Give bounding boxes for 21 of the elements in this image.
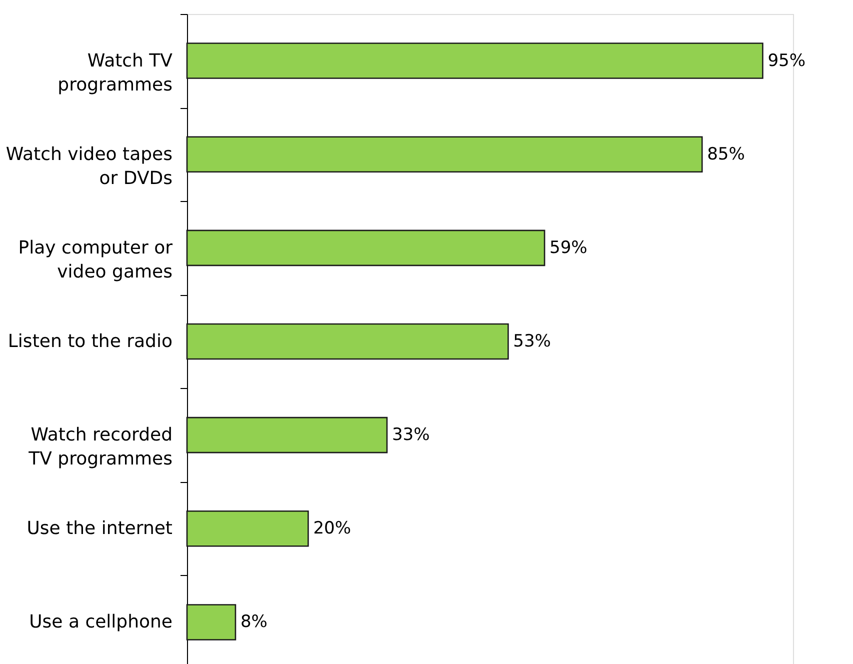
- data-label: 20%: [313, 518, 351, 539]
- y-tick-label: Play computer or video games: [18, 237, 174, 282]
- y-tick-label: Use a cellphone: [29, 612, 172, 633]
- y-tick-label: Watch TV programmes: [58, 50, 174, 96]
- bar: [186, 42, 764, 79]
- bar: [186, 136, 703, 173]
- bar: [186, 510, 309, 547]
- y-tick-label: Watch recorded TV programmes: [28, 424, 172, 470]
- y-tick-label: Watch video tapes or DVDs: [6, 144, 172, 189]
- bar: [186, 416, 388, 454]
- y-tick-label: Listen to the radio: [8, 331, 172, 352]
- data-label: 59%: [550, 238, 588, 258]
- bar: [186, 230, 546, 266]
- bar: [186, 604, 236, 640]
- bar: [186, 323, 509, 360]
- y-tick-label: Use the internet: [26, 518, 172, 540]
- data-label: 53%: [513, 332, 551, 352]
- data-label: 95%: [768, 50, 806, 71]
- data-label: 85%: [707, 144, 745, 164]
- data-label: 33%: [392, 425, 430, 446]
- data-label: 8%: [240, 612, 268, 632]
